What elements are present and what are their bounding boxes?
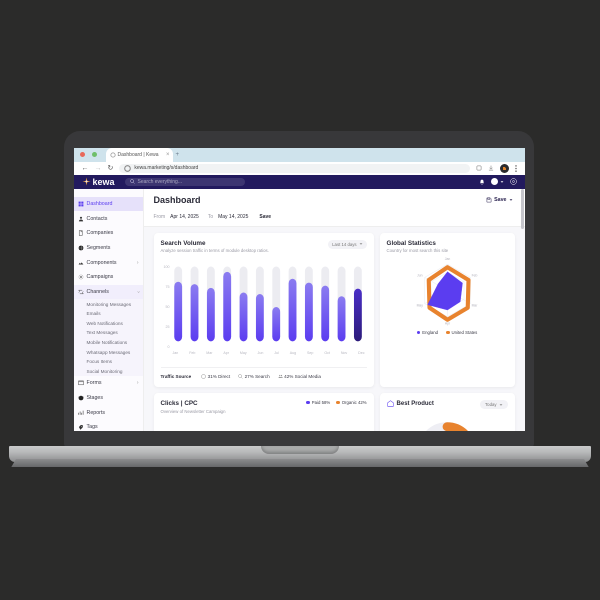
svg-text:Feb: Feb [471, 274, 477, 278]
svg-text:Jan: Jan [444, 257, 450, 261]
svg-text:Apr: Apr [444, 321, 450, 325]
svg-text:Jun: Jun [417, 274, 423, 278]
svg-text:May: May [416, 303, 423, 307]
svg-text:Mar: Mar [471, 303, 478, 307]
